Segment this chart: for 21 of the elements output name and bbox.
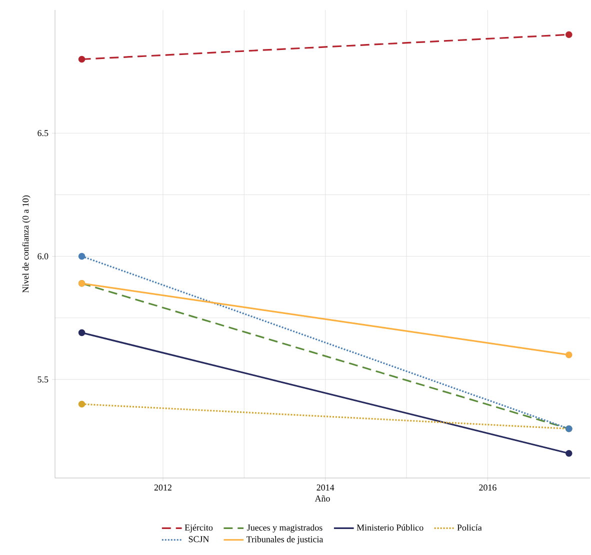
x-tick-label: 2012 (154, 484, 172, 491)
x-axis-title: Año (314, 495, 330, 502)
legend-label: SCJN (188, 536, 209, 542)
point (566, 31, 572, 38)
x-tick-label: 2014 (316, 484, 334, 491)
y-axis-title: Nivel de confianza (0 a 10) (22, 195, 30, 293)
legend-label: Ministerio Público (356, 524, 424, 531)
x-tick-label: 2016 (479, 484, 496, 491)
legend-label: Ejército (184, 524, 213, 532)
legend-label: Jueces y magistrados (247, 524, 322, 532)
y-tick-label: 6.5 (38, 130, 48, 136)
point (78, 56, 86, 63)
y-tick-label: 6.0 (38, 253, 48, 260)
point (78, 329, 86, 336)
legend-label: Tribunales de justicia (246, 536, 324, 544)
point (566, 351, 572, 358)
point (566, 450, 572, 457)
point (78, 252, 86, 260)
legend-label: Policía (457, 524, 482, 531)
y-tick-label: 5.5 (38, 376, 48, 382)
point (78, 400, 86, 408)
